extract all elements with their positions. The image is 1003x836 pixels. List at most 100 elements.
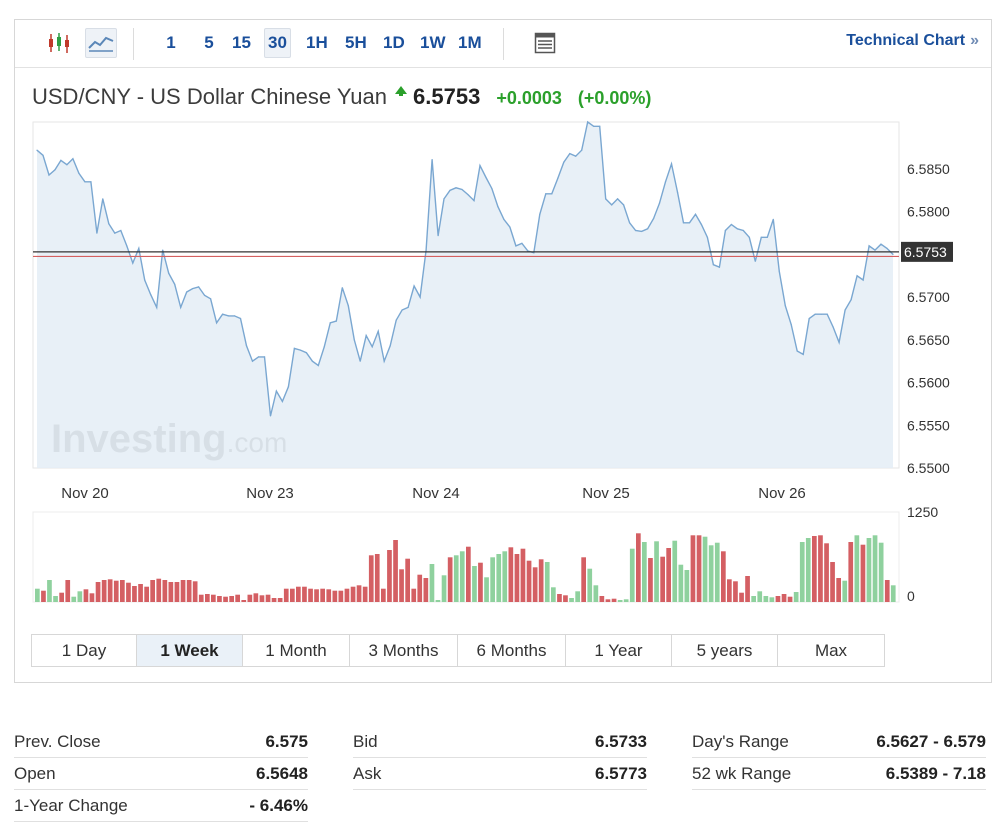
volume-bar xyxy=(538,559,544,602)
volume-bar xyxy=(120,580,125,602)
volume-bar xyxy=(302,586,307,602)
y-tick-label: 6.5600 xyxy=(907,375,950,391)
price-point xyxy=(802,353,804,355)
line-chart-icon[interactable] xyxy=(85,28,117,58)
volume-bar xyxy=(654,541,659,602)
price-point xyxy=(796,350,798,352)
price-point xyxy=(880,243,882,245)
volume-bar xyxy=(393,540,398,602)
volume-bar xyxy=(557,594,562,602)
volume-bar xyxy=(702,536,708,602)
price-point xyxy=(42,154,44,156)
price-point xyxy=(245,345,248,347)
price-point xyxy=(293,347,295,349)
price-point xyxy=(126,245,128,247)
x-tick-label: Nov 23 xyxy=(246,485,294,502)
technical-chart-link[interactable]: Technical Chart» xyxy=(846,32,979,50)
volume-bar xyxy=(71,596,77,602)
volume-bar xyxy=(581,557,586,602)
price-point xyxy=(682,222,685,224)
range-1-month[interactable]: 1 Month xyxy=(243,635,350,666)
range-1-year[interactable]: 1 Year xyxy=(566,635,672,666)
range-1-day[interactable]: 1 Day xyxy=(32,635,137,666)
y-tick-label: 6.5500 xyxy=(907,460,950,476)
price-point xyxy=(772,218,774,220)
up-arrow-icon xyxy=(395,83,408,99)
range-1-week[interactable]: 1 Week xyxy=(137,635,243,666)
price-point xyxy=(210,298,212,300)
price-point xyxy=(473,200,475,202)
candlestick-icon[interactable] xyxy=(43,28,75,58)
price-point xyxy=(515,245,517,247)
price-point xyxy=(233,315,236,317)
volume-bar xyxy=(192,581,198,602)
interval-1w[interactable]: 1W xyxy=(420,33,446,52)
volume-bar xyxy=(107,579,113,602)
price-point xyxy=(138,247,140,249)
price-point xyxy=(844,309,846,311)
range-max[interactable]: Max xyxy=(814,640,848,660)
volume-bar xyxy=(696,535,702,602)
volume-bar xyxy=(362,586,368,602)
price-point xyxy=(551,193,553,195)
volume-tick-label: 0 xyxy=(907,588,915,604)
range-6-months[interactable]: 6 Months xyxy=(458,635,566,666)
volume-bar xyxy=(629,548,635,602)
range-5-years[interactable]: 5 years xyxy=(672,635,778,666)
range-3-months[interactable]: 3 Months xyxy=(350,635,458,666)
stat-value: 6.5627 - 6.579 xyxy=(876,731,986,751)
price-point xyxy=(299,349,301,351)
price-point xyxy=(437,235,439,237)
price-point xyxy=(335,320,337,322)
stat-label: Day's Range xyxy=(692,731,789,751)
volume-bar xyxy=(132,586,137,602)
x-tick-label: Nov 26 xyxy=(758,485,806,502)
volume-bar xyxy=(374,554,380,602)
volume-bar xyxy=(787,596,793,602)
price-point xyxy=(658,202,661,204)
volume-bar xyxy=(89,593,95,602)
price-point xyxy=(790,323,792,326)
table-icon[interactable] xyxy=(529,28,561,58)
price-point xyxy=(892,253,894,255)
price-point xyxy=(503,218,505,220)
volume-bar xyxy=(478,562,483,602)
interval-30[interactable]: 30 xyxy=(264,28,291,58)
volume-bar xyxy=(162,580,168,602)
price-point xyxy=(102,198,104,200)
price-point xyxy=(395,319,397,321)
price-point xyxy=(371,346,373,348)
price-point xyxy=(886,247,888,249)
instrument-header: USD/CNY - US Dollar Chinese Yuan 6.5753 … xyxy=(32,84,651,110)
interval-1m[interactable]: 1M xyxy=(458,33,482,52)
price-point xyxy=(383,360,385,362)
y-tick-label: 6.5700 xyxy=(907,289,950,305)
volume-bar xyxy=(453,555,459,602)
volume-bar xyxy=(59,592,64,602)
stat-row: Open 6.5648 xyxy=(14,758,308,790)
price-point xyxy=(263,356,266,358)
volume-bar xyxy=(277,598,283,602)
volume-bar xyxy=(271,598,277,602)
price-point xyxy=(257,356,260,358)
price-point xyxy=(60,159,62,161)
interval-15[interactable]: 15 xyxy=(232,33,251,52)
volume-bar xyxy=(836,578,841,602)
volume-bar xyxy=(642,542,647,602)
interval-1[interactable]: 1 xyxy=(166,33,176,52)
price-chart[interactable]: Investing.com6.58506.58006.57006.56506.5… xyxy=(15,20,991,620)
price-point xyxy=(706,236,709,238)
volume-bar xyxy=(381,588,386,602)
double-chevron-right-icon: » xyxy=(970,32,979,49)
volume-bar xyxy=(290,588,295,602)
stat-label: Bid xyxy=(353,731,378,751)
interval-5[interactable]: 5 xyxy=(204,33,214,52)
price-point xyxy=(90,181,92,183)
price-point xyxy=(359,360,361,362)
interval-5h[interactable]: 5H xyxy=(345,33,367,52)
volume-bar xyxy=(623,599,629,602)
volume-bar xyxy=(660,556,665,602)
interval-1h[interactable]: 1H xyxy=(306,33,328,52)
interval-1d[interactable]: 1D xyxy=(383,33,405,52)
price-line xyxy=(36,120,894,417)
